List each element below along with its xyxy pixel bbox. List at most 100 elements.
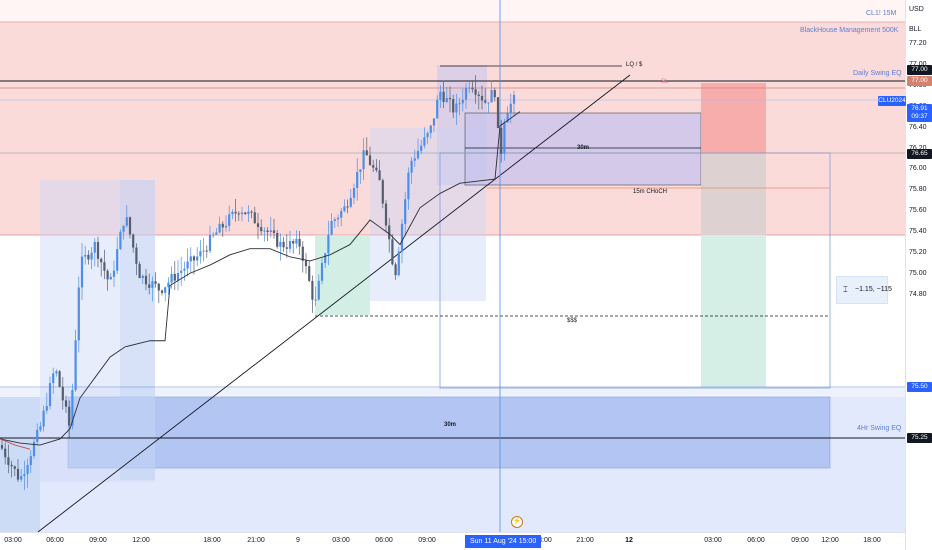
time-tick-label: 18:00 bbox=[534, 537, 552, 544]
candle-body bbox=[32, 441, 36, 457]
time-tick-label: 18:00 bbox=[203, 537, 221, 544]
currency-label[interactable]: USD bbox=[909, 6, 924, 13]
candle-body bbox=[400, 223, 404, 252]
price-tick-label: 76.40 bbox=[909, 123, 927, 131]
candle-body bbox=[247, 211, 250, 215]
candle-body bbox=[493, 90, 496, 98]
candle-body bbox=[349, 197, 352, 207]
candle-body bbox=[100, 258, 103, 263]
candle-body bbox=[269, 230, 272, 232]
box-30m-lower-label: 30m bbox=[444, 422, 457, 428]
sss-label: $$$ bbox=[567, 318, 578, 324]
candle-body bbox=[39, 426, 42, 430]
candle-body bbox=[71, 390, 74, 426]
candle-body bbox=[410, 160, 413, 173]
candle-body bbox=[471, 87, 474, 90]
candle-body bbox=[42, 410, 45, 427]
time-tick-label: 09:00 bbox=[89, 537, 107, 544]
candle-body bbox=[84, 254, 87, 257]
candle-body bbox=[26, 465, 29, 475]
candle-body bbox=[183, 268, 186, 271]
candle-body bbox=[474, 89, 477, 95]
unit-label[interactable]: BLL bbox=[909, 26, 922, 33]
price-tag: CLU2024 bbox=[878, 96, 906, 106]
candle-body bbox=[365, 150, 368, 156]
candle-body bbox=[173, 273, 176, 281]
time-tick-label: 06:00 bbox=[747, 537, 765, 544]
stop-loss-label: SL bbox=[661, 79, 669, 85]
fvg-box bbox=[120, 180, 155, 480]
candle-body bbox=[186, 261, 189, 269]
candle-body bbox=[0, 445, 4, 449]
chart-title: CL1! 15M bbox=[866, 10, 897, 17]
candle-body bbox=[215, 232, 218, 235]
candle-body bbox=[458, 103, 461, 105]
candle-body bbox=[324, 253, 327, 264]
candle-body bbox=[288, 241, 292, 249]
candle-body bbox=[362, 150, 365, 170]
price-tag: 77.00 bbox=[907, 65, 932, 75]
candle-body bbox=[356, 171, 359, 188]
candle-body bbox=[439, 91, 442, 100]
price-tick-label: 77.20 bbox=[909, 40, 927, 47]
price-tag: 76.91 bbox=[907, 104, 932, 114]
candle-body bbox=[391, 239, 394, 265]
candle-body bbox=[487, 102, 490, 104]
price-tick-label: 76.20 bbox=[909, 144, 927, 152]
candle-body bbox=[148, 284, 151, 288]
candle-body bbox=[116, 249, 119, 271]
candle-body bbox=[154, 281, 157, 284]
chart-canvas[interactable] bbox=[0, 0, 905, 532]
candle-body bbox=[228, 214, 231, 226]
stop-loss-zone bbox=[701, 83, 766, 153]
candle-body bbox=[477, 94, 480, 97]
candle-body bbox=[429, 125, 432, 133]
candle-body bbox=[359, 169, 362, 172]
candle-body bbox=[295, 238, 298, 244]
candle-body bbox=[160, 290, 164, 293]
candle-body bbox=[301, 246, 304, 261]
candle-body bbox=[58, 371, 61, 387]
candle-body bbox=[375, 167, 378, 171]
candle-body bbox=[292, 241, 295, 244]
candle-body bbox=[461, 99, 464, 104]
candle-body bbox=[256, 223, 260, 228]
candle-body bbox=[13, 466, 16, 469]
candle-body bbox=[330, 220, 333, 235]
candle-body bbox=[237, 213, 240, 215]
candle-body bbox=[317, 280, 320, 300]
candle-body bbox=[119, 231, 122, 250]
candle-body bbox=[445, 97, 448, 102]
candle-body bbox=[378, 170, 381, 181]
candle-body bbox=[285, 247, 288, 249]
candle-body bbox=[205, 250, 208, 252]
lightning-icon[interactable]: ⚡ bbox=[511, 516, 523, 528]
time-tick-label: 03:00 bbox=[332, 537, 350, 544]
candle-body bbox=[68, 406, 71, 426]
time-axis[interactable]: 03:00 06:00 09:00 12:00 18:00 21:00 9 03:00 06:0… bbox=[0, 532, 905, 550]
candle-body bbox=[260, 227, 263, 232]
candle-body bbox=[52, 373, 55, 384]
candle-body bbox=[132, 234, 135, 248]
candle-body bbox=[87, 254, 90, 260]
entry-zone bbox=[701, 153, 766, 235]
order-block-30m-box bbox=[67, 396, 831, 469]
candle-body bbox=[224, 225, 228, 228]
candle-body bbox=[112, 270, 116, 277]
price-axis[interactable]: USD BLL 77.2077.0076.8076.6076.4076.2076… bbox=[878, 0, 932, 550]
candle-body bbox=[509, 103, 512, 114]
candle-body bbox=[343, 206, 346, 212]
take-profit-zone bbox=[701, 235, 766, 387]
candle-body bbox=[480, 96, 484, 101]
candle-body bbox=[157, 283, 160, 291]
candle-body bbox=[503, 122, 506, 154]
candle-body bbox=[388, 225, 391, 240]
time-tick-label: 03:00 bbox=[4, 537, 22, 544]
price-tick-label: 75.20 bbox=[909, 249, 927, 256]
candle-body bbox=[282, 241, 285, 248]
time-tick-label: 12:00 bbox=[132, 537, 150, 544]
four-hr-swing-eq-label: 4Hr Swing EQ bbox=[857, 425, 902, 432]
chart-pane[interactable]: CL1! 15M BlackHouse Management 500K Dail… bbox=[0, 0, 905, 532]
candle-body bbox=[138, 263, 141, 279]
price-tag: 77.00 bbox=[907, 76, 932, 86]
